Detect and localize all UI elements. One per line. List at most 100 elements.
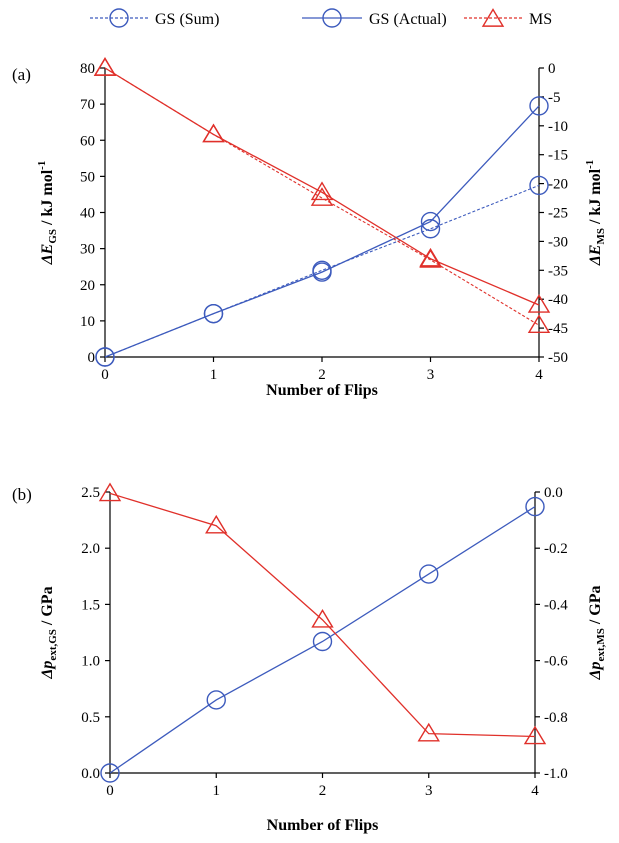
legend-item: GS (Sum)	[90, 8, 219, 28]
legend-label: GS (Actual)	[369, 11, 447, 28]
axis-title-unit: / kJ mol	[39, 169, 56, 229]
right-tick-label: -40	[548, 292, 568, 308]
panel-label: (a)	[12, 65, 31, 84]
left-tick-label: 80	[80, 61, 95, 77]
left-tick-label: 20	[80, 278, 95, 294]
x-tick-label: 1	[213, 783, 221, 799]
left-tick-label: 0	[88, 350, 96, 366]
data-point	[523, 725, 547, 745]
left-axis-title: ΔEGS / kJ mol-1	[36, 161, 59, 266]
data-point	[93, 57, 117, 76]
left-tick-label: 2.0	[81, 541, 100, 557]
data-point	[312, 631, 333, 652]
axis-title-sub: MS	[595, 228, 607, 245]
right-tick-label: -45	[548, 321, 568, 337]
x-axis-title: Number of Flips	[267, 817, 379, 834]
data-point	[312, 262, 332, 282]
x-tick-label: 4	[535, 367, 543, 383]
left-tick-label: 10	[80, 314, 95, 330]
axis-title-unit: / kJ mol	[587, 168, 604, 228]
legend-label: GS (Sum)	[155, 11, 219, 28]
x-tick-label: 3	[427, 367, 435, 383]
data-point	[529, 175, 549, 196]
axis-title-unit: / GPa	[39, 586, 56, 629]
legend-marker	[481, 8, 505, 27]
left-tick-label: 0.0	[81, 766, 100, 782]
data-point	[311, 608, 334, 628]
right-tick-label: -25	[548, 206, 568, 222]
panel-label: (b)	[12, 485, 32, 504]
right-tick-label: -0.2	[544, 541, 568, 557]
left-tick-label: 60	[80, 133, 95, 149]
data-point	[419, 564, 439, 584]
legend-marker	[109, 8, 129, 28]
data-point	[202, 123, 225, 143]
left-tick-label: 70	[80, 97, 95, 113]
legend-item: MS	[464, 8, 552, 28]
data-point	[420, 211, 441, 232]
data-point	[529, 96, 549, 116]
right-tick-label: -1.0	[544, 766, 568, 782]
axis-title-main: Δp	[39, 661, 56, 680]
panel-a: (a)01020304050607080-50-45-40-35-30-25-2…	[12, 57, 607, 399]
data-point	[205, 514, 228, 534]
axis-title-main: ΔE	[587, 245, 604, 267]
axis-title-sup: -1	[36, 161, 48, 170]
series-line	[104, 67, 540, 306]
left-axis-title: Δpext,GS / GPa	[39, 586, 59, 679]
right-axis-title: ΔEMS / kJ mol-1	[584, 160, 607, 267]
series-line	[104, 105, 540, 358]
left-tick-label: 30	[80, 242, 95, 258]
right-tick-label: -0.4	[544, 597, 568, 613]
series-line	[104, 67, 540, 326]
right-tick-label: -15	[548, 148, 568, 164]
data-point	[95, 347, 115, 367]
panel-b: (b) 0.0 0.5 1.0 1.5 2.0 2.5 -1.0 -0.8 -0.6 -0.4 -0.…	[12, 482, 607, 834]
data-point	[527, 294, 551, 313]
x-tick-label: 1	[210, 367, 218, 383]
data-point	[419, 247, 442, 267]
right-axis-title: Δpext,MS / GPa	[587, 586, 607, 681]
axis-title-sub: ext,MS	[595, 628, 607, 661]
series-gs	[100, 496, 545, 783]
x-tick-label: 0	[106, 783, 114, 799]
legend-item: GS (Actual)	[302, 8, 447, 28]
left-tick-label: 1.5	[81, 597, 100, 613]
series-ms-sum-	[93, 57, 551, 334]
axis-title-unit: / GPa	[587, 586, 604, 629]
axis-title-sub: ext,GS	[47, 629, 59, 660]
right-tick-label: -5	[548, 90, 561, 106]
data-point	[310, 181, 334, 201]
data-point	[525, 496, 545, 517]
data-point	[100, 763, 120, 783]
x-tick-label: 3	[425, 783, 433, 799]
left-tick-label: 0.5	[81, 710, 100, 726]
data-point	[206, 690, 226, 710]
right-tick-label: -50	[548, 350, 568, 366]
series-ms	[98, 482, 547, 745]
series-ms-actual-	[93, 57, 551, 313]
axis-title-sup: -1	[584, 160, 596, 169]
left-tick-label: 1.0	[81, 654, 100, 670]
x-tick-label: 0	[101, 367, 109, 383]
data-point	[312, 260, 332, 280]
right-tick-label: -10	[548, 119, 568, 135]
legend: GS (Sum) GS (Actual) MS	[90, 8, 552, 28]
data-point	[417, 722, 440, 742]
x-axis-title: Number of Flips	[266, 382, 378, 399]
data-point	[98, 482, 122, 502]
left-tick-label: 40	[80, 206, 95, 222]
right-tick-label: 0	[548, 61, 556, 77]
axis-title-main: Δp	[587, 661, 604, 680]
right-tick-label: 0.0	[544, 485, 563, 501]
series-line	[109, 506, 536, 774]
x-tick-label: 2	[318, 367, 326, 383]
data-point	[310, 187, 334, 206]
right-tick-label: -20	[548, 177, 568, 193]
right-tick-label: -30	[548, 234, 568, 250]
left-tick-label: 2.5	[81, 485, 100, 501]
x-tick-label: 4	[531, 783, 539, 799]
legend-label: MS	[529, 11, 552, 28]
left-tick-label: 50	[80, 169, 95, 185]
